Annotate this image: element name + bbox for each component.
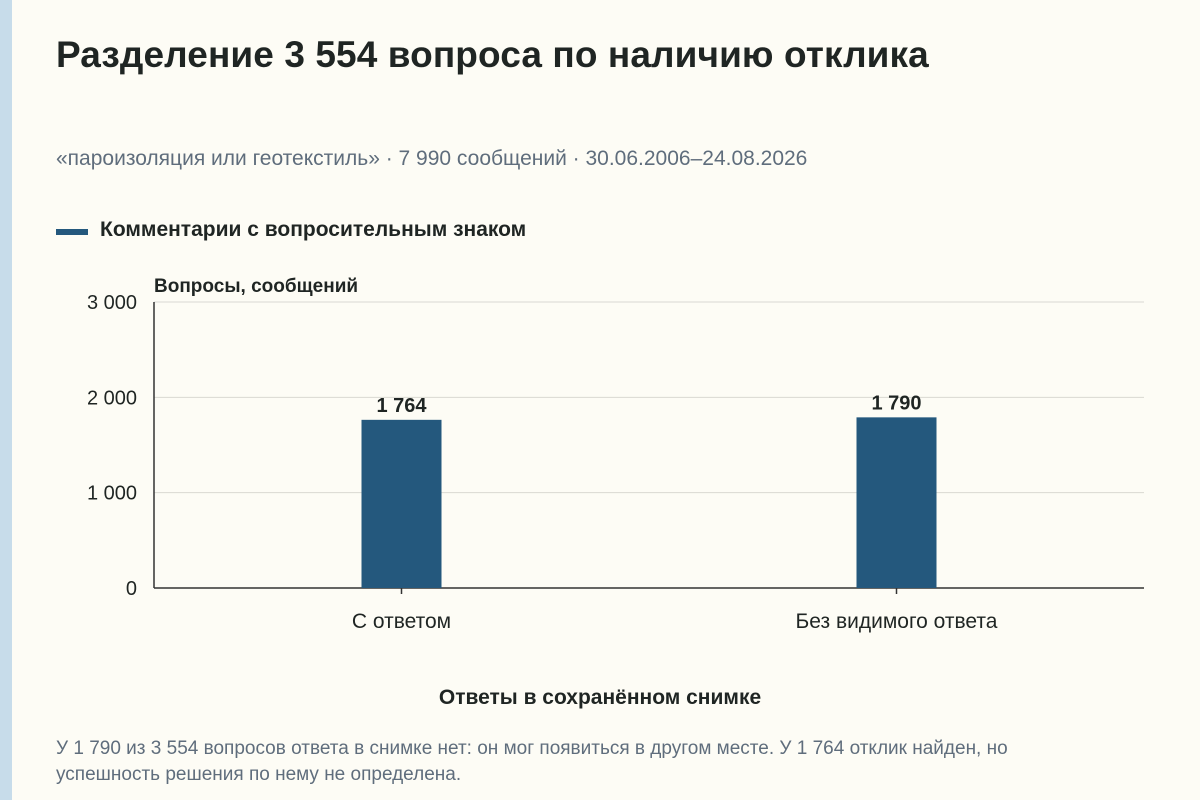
y-axis-title: Вопросы, сообщений	[154, 276, 358, 297]
chart-subtitle: «пароизоляция или геотекстиль» · 7 990 с…	[56, 147, 808, 170]
x-category-label: С ответом	[352, 610, 451, 633]
footnote: У 1 790 из 3 554 вопросов ответа в снимк…	[56, 738, 1008, 785]
y-tick-label: 3 000	[87, 292, 137, 314]
gridlines	[154, 301, 1144, 494]
bars: 1 764 С ответом 1 790 Без видимого ответа	[352, 392, 998, 633]
legend: Комментарии с вопросительным знаком	[56, 218, 526, 242]
bar-value-label: 1 764	[376, 395, 427, 417]
bar	[856, 417, 937, 588]
left-accent-stripe	[0, 0, 12, 800]
bar-value-label: 1 790	[871, 392, 921, 414]
y-axis-ticks: 0 1 000 2 000 3 000	[87, 292, 137, 600]
y-tick-label: 2 000	[87, 387, 137, 409]
y-tick-label: 1 000	[87, 483, 137, 505]
bar	[361, 419, 442, 588]
x-axis-title: Ответы в сохранённом снимке	[438, 686, 762, 709]
chart-title: Разделение 3 554 вопроса по наличию откл…	[56, 34, 929, 75]
y-tick-label: 0	[126, 578, 137, 600]
legend-label: Комментарии с вопросительным знаком	[100, 218, 527, 241]
x-category-label: Без видимого ответа	[796, 610, 998, 633]
legend-swatch	[56, 229, 88, 235]
